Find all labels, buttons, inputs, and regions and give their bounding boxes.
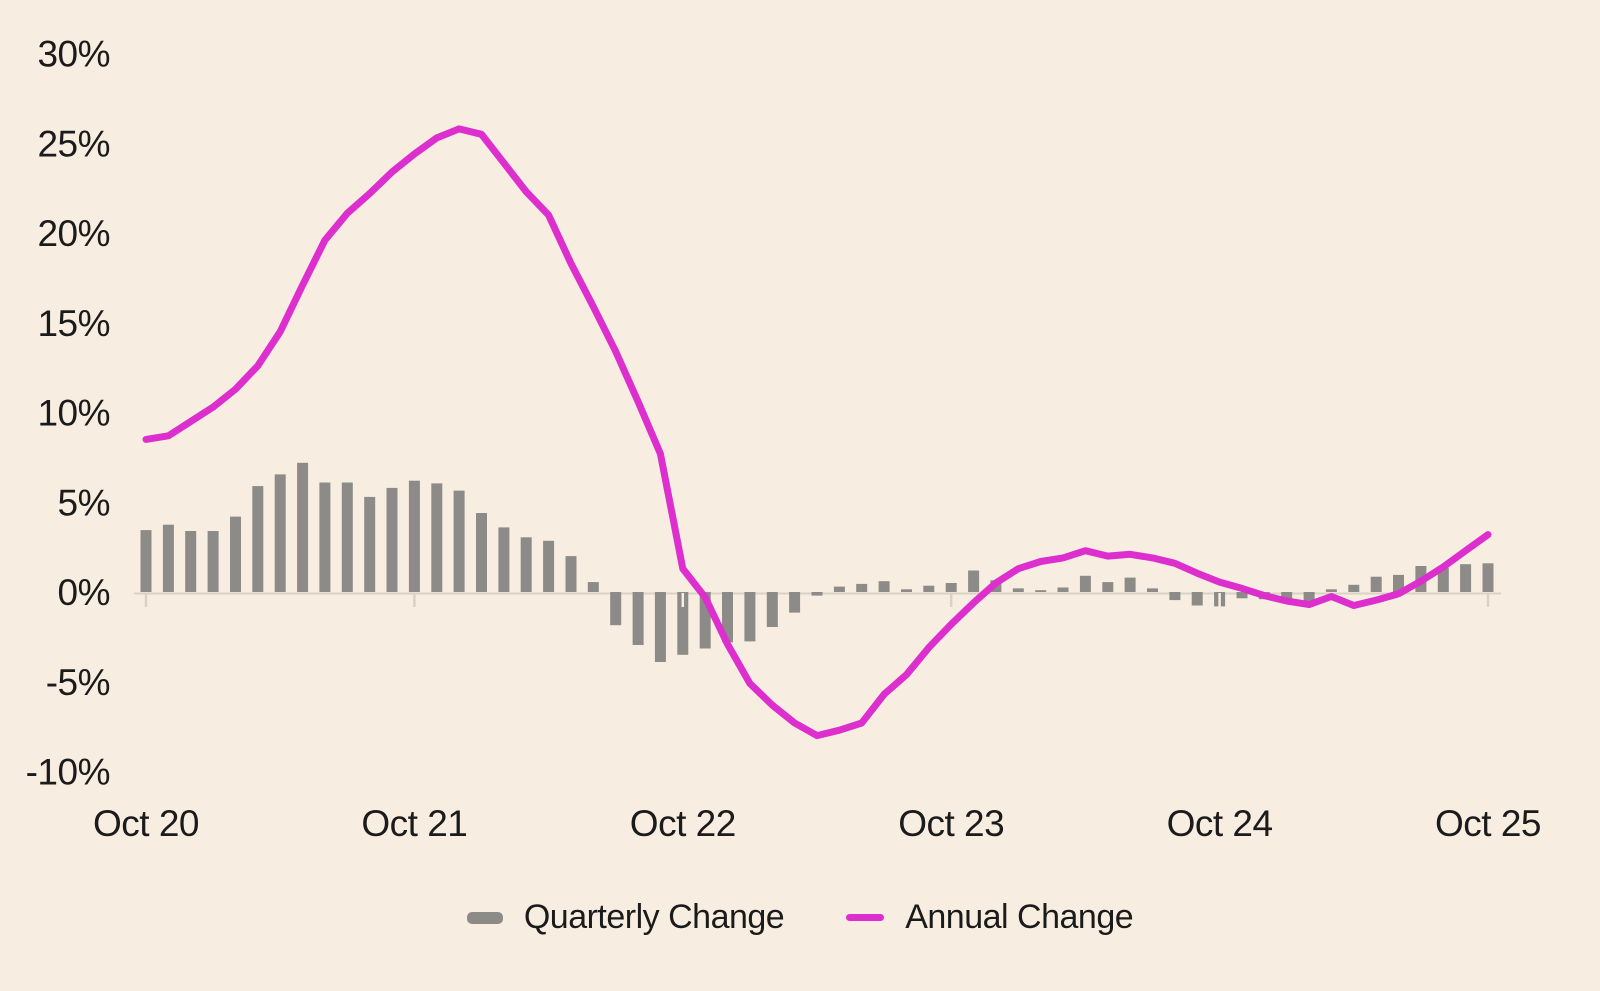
- quarterly-change-bar: [699, 592, 711, 649]
- quarterly-change-bar: [543, 540, 555, 592]
- x-axis-tick-label: Oct 20: [93, 803, 199, 844]
- quarterly-change-bar: [230, 516, 241, 592]
- quarterly-change-bar: [162, 524, 174, 592]
- quarterly-change-bar: [1437, 567, 1449, 592]
- quarterly-change-bar: [1482, 563, 1494, 592]
- quarterly-change-bar: [789, 592, 801, 613]
- quarterly-change-bar: [1303, 592, 1315, 605]
- quarterly-change-bar: [654, 592, 666, 662]
- quarterly-change-bar: [1370, 576, 1382, 592]
- quarterly-change-bar: [274, 474, 286, 592]
- quarterly-change-bar: [1035, 590, 1047, 592]
- legend-item-quarterly-change: Quarterly Change: [466, 898, 785, 937]
- quarterly-change-bar: [1393, 574, 1404, 592]
- x-axis-tick-label: Oct 24: [1167, 803, 1273, 844]
- quarterly-change-bar: [431, 483, 443, 592]
- x-axis-tick-label: Oct 21: [361, 803, 467, 844]
- quarterly-change-bar: [610, 592, 622, 626]
- y-axis-tick-label: 5%: [58, 482, 110, 523]
- quarterly-change-bar: [185, 531, 197, 592]
- quarterly-change-bar: [632, 592, 644, 645]
- quarterly-change-bar: [453, 490, 465, 592]
- line-series-swatch-icon: [846, 914, 885, 921]
- quarterly-change-bar: [408, 480, 420, 592]
- quarterly-change-bar: [856, 583, 868, 592]
- chart-legend: Quarterly Change Annual Change: [0, 898, 1600, 937]
- quarterly-change-bar: [901, 589, 912, 592]
- quarterly-change-bar: [252, 486, 264, 592]
- y-axis-tick-label: 20%: [37, 213, 110, 254]
- quarterly-change-bar: [878, 581, 890, 592]
- x-axis-tick-label: Oct 23: [898, 803, 1004, 844]
- quarterly-change-bar: [587, 582, 599, 592]
- y-axis-tick-label: -10%: [26, 752, 110, 793]
- legend-label-quarterly-change: Quarterly Change: [523, 898, 785, 936]
- x-axis-tick-label: Oct 25: [1435, 803, 1541, 844]
- quarterly-change-bar: [364, 496, 376, 592]
- quarterly-change-bar: [341, 482, 353, 592]
- legend-label-annual-change: Annual Change: [905, 898, 1134, 936]
- quarterly-change-bar: [945, 583, 957, 592]
- legend-item-annual-change: Annual Change: [846, 898, 1134, 937]
- quarterly-change-bar: [1079, 575, 1091, 592]
- quarterly-change-bar: [1169, 592, 1181, 601]
- quarterly-change-bar: [520, 537, 532, 592]
- y-axis-tick-label: 15%: [37, 303, 110, 344]
- y-axis-tick-label: 0%: [58, 572, 110, 613]
- quarterly-change-bar: [1057, 587, 1069, 592]
- quarterly-change-bar: [968, 570, 980, 592]
- quarterly-change-bar: [1325, 589, 1337, 592]
- quarterly-change-bar: [1012, 588, 1024, 592]
- quarterly-change-bar: [833, 586, 845, 592]
- bar-series-swatch-icon: [466, 911, 503, 924]
- y-axis-tick-label: 30%: [37, 34, 110, 75]
- quarterly-change-bar: [722, 592, 733, 643]
- x-axis-tick-label: Oct 22: [630, 803, 736, 844]
- quarterly-change-bar: [744, 592, 756, 642]
- y-axis-tick-label: 25%: [37, 123, 110, 164]
- quarterly-change-bar: [1236, 592, 1248, 599]
- quarterly-change-bar: [1281, 592, 1293, 601]
- quarterly-change-bar: [498, 527, 510, 592]
- quarterly-change-bar: [811, 592, 823, 596]
- quarterly-change-bar: [923, 585, 935, 592]
- quarterly-change-bar: [1147, 588, 1158, 592]
- quarterly-change-bar: [319, 482, 331, 592]
- quarterly-change-bar: [207, 531, 219, 592]
- quarterly-change-bar: [565, 556, 577, 592]
- quarterly-change-bar: [476, 513, 487, 592]
- quarterly-change-bar: [1348, 584, 1360, 592]
- annual-change-line: [142, 125, 1492, 740]
- quarterly-change-bar: [386, 487, 398, 592]
- y-axis-tick-label: 10%: [37, 393, 110, 434]
- quarterly-change-bar: [766, 592, 778, 627]
- quarterly-change-bar: [1102, 582, 1114, 592]
- quarterly-change-bar: [1191, 592, 1203, 606]
- quarterly-change-bar: [677, 592, 689, 655]
- quarterly-change-bar: [297, 462, 309, 592]
- y-axis-tick-label: -5%: [46, 662, 110, 703]
- quarterly-change-bar: [1124, 577, 1136, 592]
- quarterly-change-bar: [1460, 564, 1472, 592]
- quarterly-change-bar: [140, 530, 152, 592]
